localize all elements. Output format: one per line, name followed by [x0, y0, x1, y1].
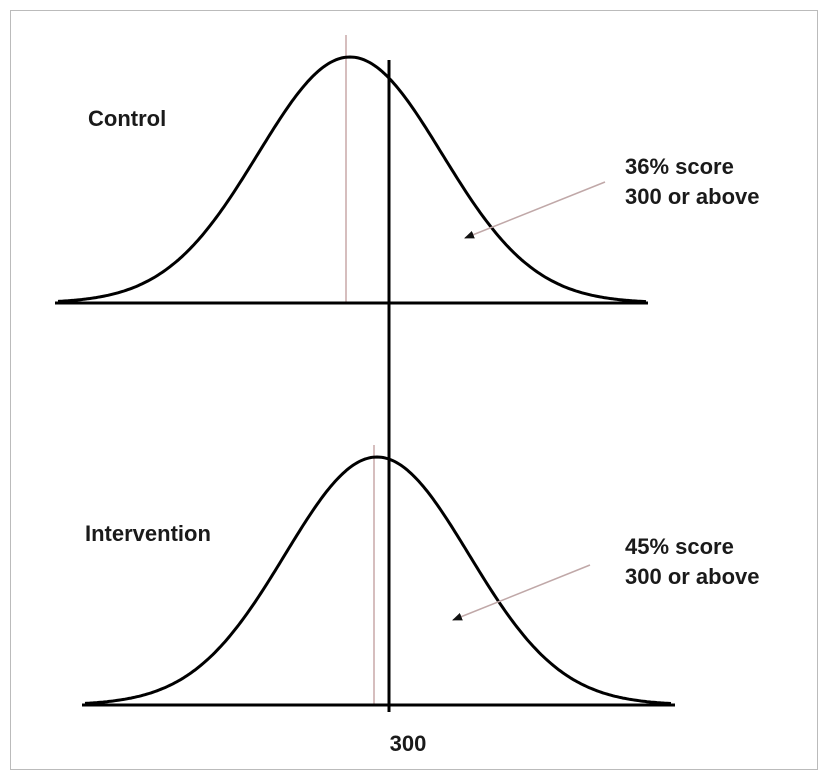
- distribution-curve: [84, 455, 672, 705]
- panel-label: Intervention: [85, 521, 211, 546]
- annotation: 45% score: [625, 534, 734, 559]
- arrow: [464, 181, 606, 239]
- frame: [10, 10, 818, 770]
- threshold-label: 300: [390, 731, 427, 756]
- arrow: [452, 564, 591, 621]
- distribution-curve: [57, 55, 647, 304]
- annotation: 36% score: [625, 154, 734, 179]
- annotation: 300 or above: [625, 184, 760, 209]
- annotation: 300 or above: [625, 564, 760, 589]
- panel-label: Control: [88, 106, 166, 131]
